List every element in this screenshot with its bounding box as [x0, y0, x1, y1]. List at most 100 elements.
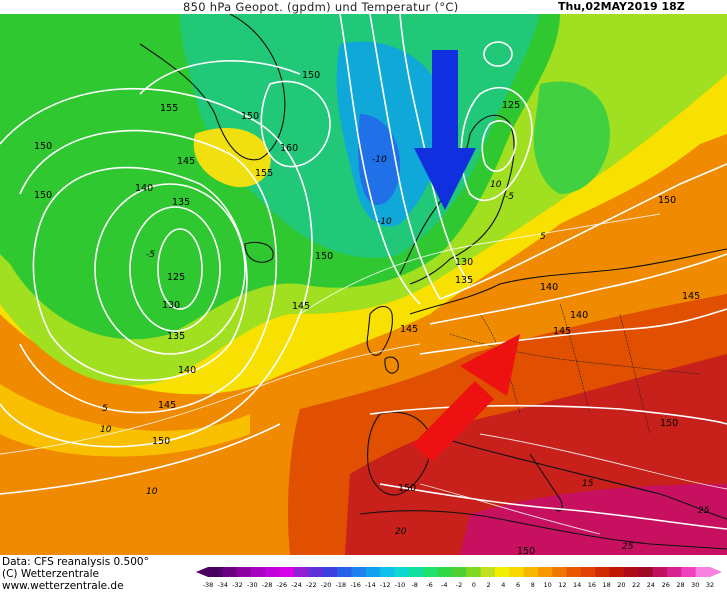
scale-swatch: [365, 567, 381, 577]
scale-swatch: [681, 567, 697, 577]
scale-label: 16: [588, 581, 596, 589]
scale-label: 30: [691, 581, 699, 589]
scale-label: -20: [321, 581, 332, 589]
gp-label: 145: [158, 400, 176, 411]
contour-150-europe: [369, 404, 727, 425]
scale-swatch: [265, 567, 281, 577]
contour-145: [19, 129, 278, 414]
scale-end-right: [710, 567, 722, 577]
scale-swatch: [308, 567, 324, 577]
scale-label: 24: [647, 581, 655, 589]
scale-label: 8: [531, 581, 535, 589]
gp-label: 155: [160, 103, 178, 114]
scale-swatch: [552, 567, 567, 577]
scale-swatch: [394, 567, 410, 577]
contour-small-north: [483, 41, 513, 67]
gp-label: 150: [302, 70, 320, 81]
temp-label: -5: [505, 192, 514, 202]
blue-arrow: [414, 50, 476, 210]
scale-label: 22: [632, 581, 640, 589]
coast-ireland: [384, 356, 399, 374]
scale-swatch: [408, 567, 424, 577]
coastlines: [139, 14, 727, 550]
gp-label: 160: [280, 143, 298, 154]
contour-north-2: [369, 14, 441, 300]
contour-145-med: [379, 483, 727, 530]
field-very-cold-core: [358, 114, 400, 205]
temp-label: 10: [100, 425, 112, 435]
scale-label: -8: [411, 581, 417, 589]
low-center-atlantic: [157, 228, 203, 310]
contour-130-scand: [460, 87, 533, 201]
scale-swatch: [623, 567, 639, 577]
gp-label: 145: [292, 301, 310, 312]
contour-150-greenland: [139, 60, 301, 95]
isotherm-d: [419, 483, 601, 535]
gp-label: 140: [570, 310, 588, 321]
temperature-labels: 10 -5 -10 5 -10 10 5 -5 10 15 20 25 25: [100, 155, 710, 552]
contour-150: [0, 87, 313, 448]
scale-label: -4: [441, 581, 447, 589]
gp-label: 135: [455, 275, 473, 286]
data-source-text: Data: CFS reanalysis 0.500°: [2, 556, 149, 568]
contour-125-scand: [481, 120, 517, 172]
chart-title: 850 hPa Geopot. (gpdm) und Temperatur (°…: [183, 0, 459, 14]
temp-label: 15: [582, 479, 594, 489]
scale-label: -24: [291, 581, 302, 589]
coast-iberia: [367, 411, 432, 496]
scale-swatch: [236, 567, 252, 577]
scale-label: -10: [395, 581, 406, 589]
temp-label: -10: [372, 155, 387, 165]
weather-map[interactable]: 150 155 150 150 160 155 145 140 135 150 …: [0, 14, 727, 555]
scale-swatch: [523, 567, 539, 577]
scale-label: -38: [203, 581, 214, 589]
contour-130: [129, 206, 221, 332]
gp-label: 140: [540, 282, 558, 293]
contour-140: [32, 166, 248, 382]
temperature-color-scale: -38 -34 -32 -30 -28 -26 -24 -22 -20 -18 -16 -14 -12-…: [196, 567, 722, 589]
gp-label: 150: [660, 418, 678, 429]
gp-label: 155: [255, 168, 273, 179]
website-link[interactable]: www.wetterzentrale.de: [2, 580, 124, 592]
scale-swatch: [251, 567, 266, 577]
scale-swatch: [566, 567, 582, 577]
scale-label: 28: [676, 581, 684, 589]
isotherm-b: [299, 213, 661, 315]
contour-135-europe: [439, 163, 727, 300]
temp-label: 25: [622, 542, 634, 552]
scale-swatch: [437, 567, 453, 577]
isotherm-a: [0, 343, 421, 455]
gp-label: 125: [502, 100, 520, 111]
gp-label: 130: [162, 300, 180, 311]
temperature-contours: [0, 213, 727, 535]
scale-swatch: [380, 567, 395, 577]
border-a: [449, 333, 701, 375]
scale-label: -6: [426, 581, 432, 589]
scale-label: -22: [306, 581, 317, 589]
gp-label: 145: [682, 291, 700, 302]
scale-label: -18: [336, 581, 347, 589]
gp-label: 140: [178, 365, 196, 376]
gp-label: 150: [34, 141, 52, 152]
scale-label: 18: [603, 581, 611, 589]
temp-label: 5: [540, 232, 546, 242]
red-arrow: [413, 334, 520, 462]
temp-label: 10: [146, 487, 158, 497]
scale-swatch: [351, 567, 367, 577]
scale-swatch: [451, 567, 467, 577]
field-orange-west: [0, 384, 250, 457]
geopotential-contours: [0, 14, 727, 530]
scale-swatch: [466, 567, 481, 577]
scale-label: -2: [456, 581, 462, 589]
scale-swatch: [666, 567, 682, 577]
border-c: [559, 303, 591, 415]
gp-label: 150: [398, 483, 416, 494]
scale-swatch: [609, 567, 625, 577]
field-extreme-southeast: [460, 484, 727, 555]
contour-150-west: [0, 423, 281, 495]
field-green-patch-east: [533, 81, 610, 194]
coast-africa: [359, 510, 727, 550]
gp-label: 125: [167, 272, 185, 283]
gp-label: 150: [34, 190, 52, 201]
contour-155-greenland: [260, 80, 331, 168]
